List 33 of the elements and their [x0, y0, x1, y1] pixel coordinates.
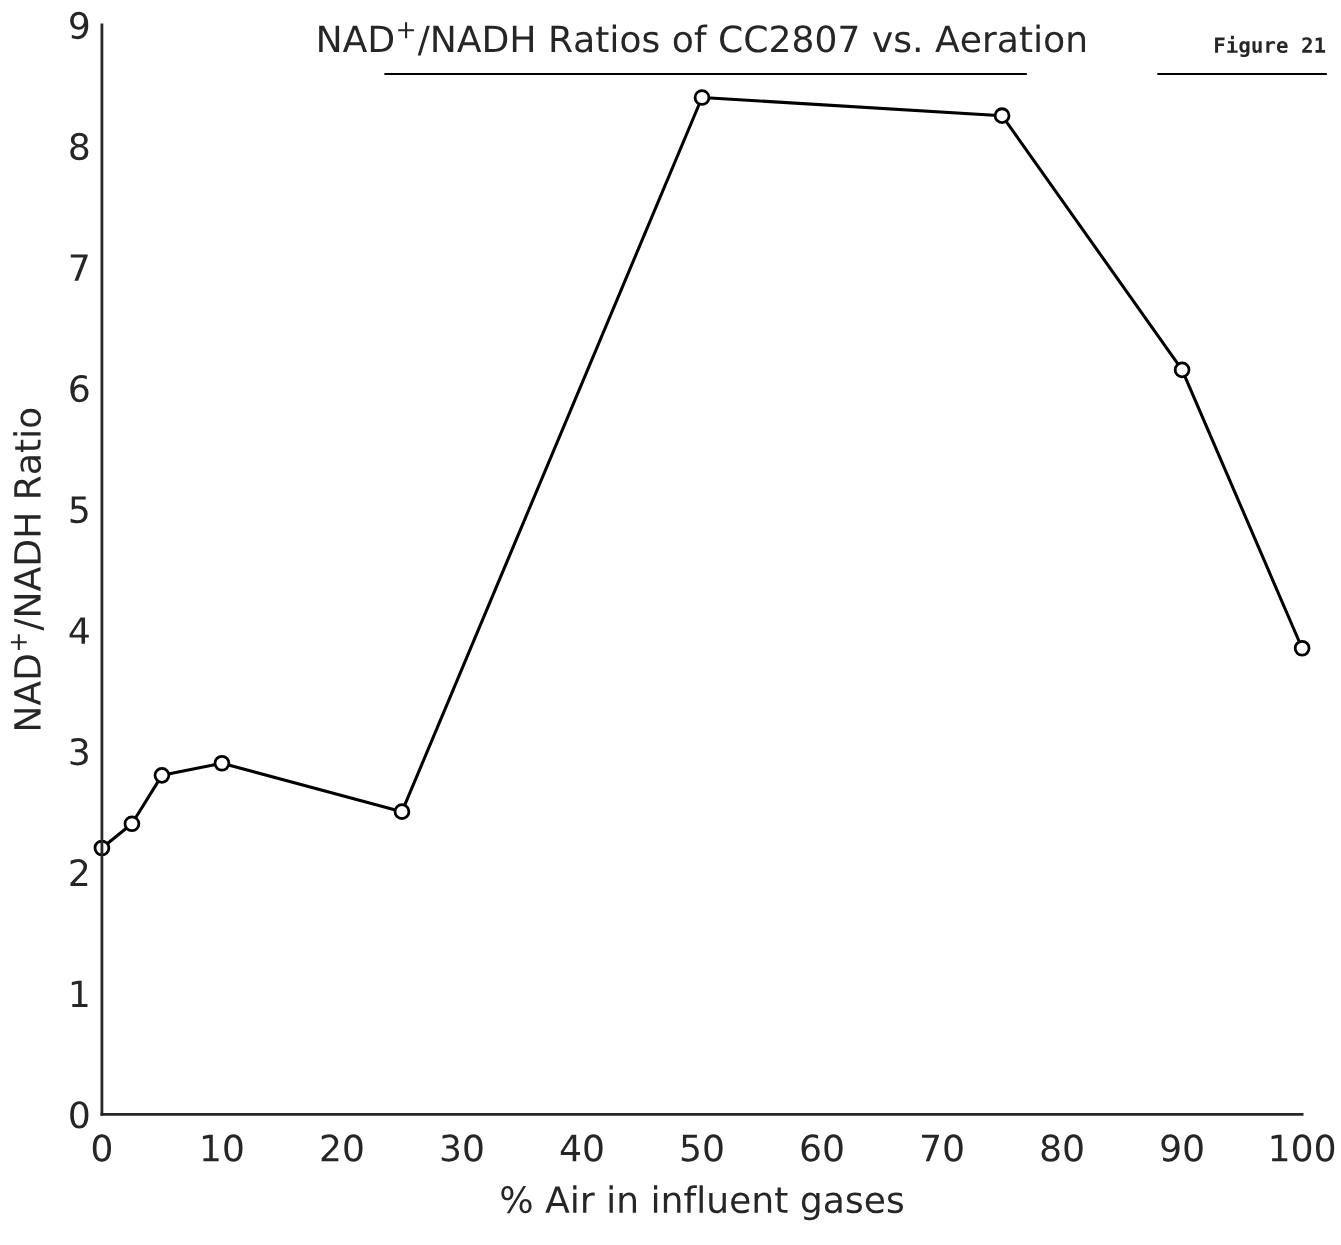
point [1293, 639, 1311, 657]
y-tick-label: 3 [70, 738, 88, 766]
point [1173, 361, 1191, 379]
point [693, 89, 711, 106]
y-tick-label: 2 [70, 859, 88, 886]
x-tick-label: 30 [441, 1134, 483, 1162]
x-tick-label: 10 [202, 1134, 243, 1162]
y-tick-label: 7 [70, 254, 88, 281]
point [123, 815, 141, 833]
point [393, 803, 411, 821]
x-tick-label: 90 [1161, 1134, 1203, 1162]
x-tick-label: 60 [801, 1134, 843, 1162]
y-tick-label: 6 [70, 374, 89, 403]
annotation: Figure 21 [1215, 35, 1326, 58]
x-tick-label: 50 [681, 1134, 723, 1162]
point [993, 107, 1011, 125]
y-tick-label: 9 [70, 11, 89, 40]
x-tick-label: 70 [922, 1134, 963, 1162]
x-tick-label: 80 [1041, 1134, 1083, 1162]
x-tick-label: 40 [560, 1134, 603, 1162]
x-tick-label: 20 [321, 1134, 363, 1162]
x-tick-label: 100 [1271, 1134, 1335, 1162]
point [153, 767, 171, 784]
y-tick-label: 8 [70, 132, 89, 161]
y-tick-label: 1 [71, 980, 88, 1007]
y-axis-title: NAD$^{+}$/NADH Ratio [10, 408, 44, 730]
x-axis-title: % Air in influent gases [501, 1185, 903, 1221]
y-tick-label: 0 [70, 1101, 89, 1129]
point [213, 754, 231, 772]
chart-title: NAD$^{+}$/NADH Ratios of CC2807 vs. Aeration [319, 22, 1086, 56]
x-tick-label: 0 [92, 1134, 112, 1162]
y-tick-label: 4 [69, 617, 89, 644]
y-tick-label: 5 [70, 496, 88, 524]
